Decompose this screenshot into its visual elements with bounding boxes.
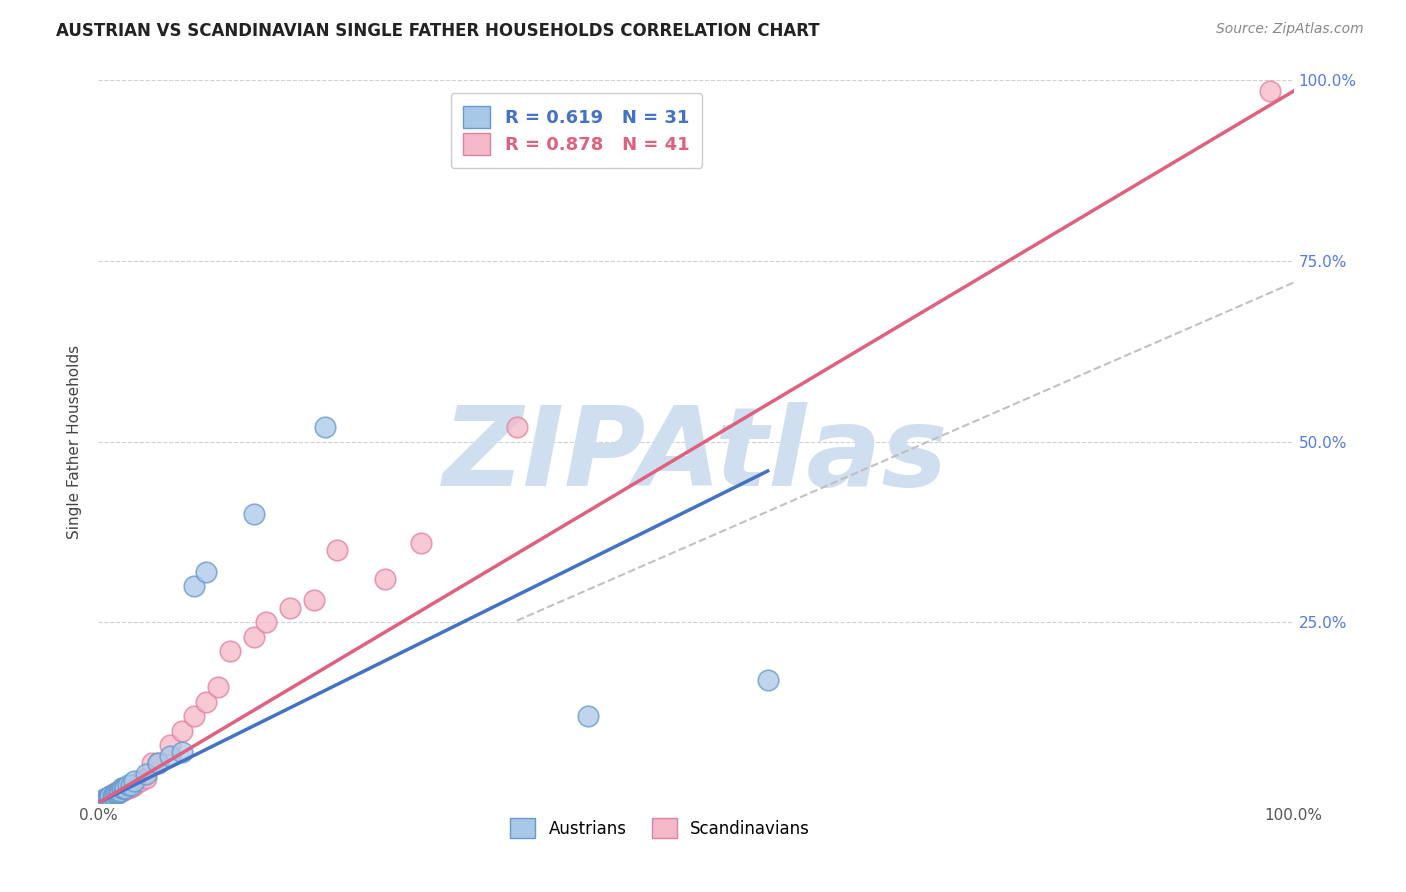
Point bbox=[98, 790, 122, 805]
Point bbox=[120, 780, 142, 794]
Text: ZIPAtlas: ZIPAtlas bbox=[443, 402, 949, 509]
Point bbox=[105, 787, 128, 801]
Point bbox=[506, 420, 529, 434]
Point bbox=[91, 794, 114, 808]
Point bbox=[112, 781, 135, 796]
Text: Source: ZipAtlas.com: Source: ZipAtlas.com bbox=[1216, 22, 1364, 37]
Point bbox=[107, 785, 129, 799]
Point bbox=[93, 793, 115, 807]
Point bbox=[159, 748, 181, 763]
Point bbox=[315, 420, 337, 434]
Legend: Austrians, Scandinavians: Austrians, Scandinavians bbox=[503, 812, 817, 845]
Point bbox=[124, 774, 146, 789]
Point bbox=[93, 792, 115, 806]
Point bbox=[104, 786, 127, 800]
Point bbox=[101, 788, 124, 802]
Point bbox=[756, 673, 779, 687]
Point bbox=[148, 756, 170, 770]
Point bbox=[141, 756, 163, 770]
Point bbox=[107, 784, 129, 798]
Point bbox=[94, 792, 117, 806]
Point bbox=[103, 787, 125, 801]
Point bbox=[183, 579, 205, 593]
Point bbox=[578, 709, 600, 723]
Point bbox=[96, 791, 118, 805]
Point bbox=[98, 789, 122, 804]
Point bbox=[207, 680, 229, 694]
Point bbox=[159, 738, 181, 752]
Point bbox=[117, 778, 139, 792]
Point bbox=[101, 789, 124, 803]
Point bbox=[111, 783, 134, 797]
Point bbox=[148, 756, 170, 770]
Point bbox=[98, 789, 122, 804]
Text: AUSTRIAN VS SCANDINAVIAN SINGLE FATHER HOUSEHOLDS CORRELATION CHART: AUSTRIAN VS SCANDINAVIAN SINGLE FATHER H… bbox=[56, 22, 820, 40]
Point bbox=[105, 786, 128, 800]
Point bbox=[195, 695, 218, 709]
Point bbox=[111, 781, 134, 796]
Point bbox=[100, 789, 122, 803]
Point bbox=[97, 790, 120, 805]
Point bbox=[278, 600, 301, 615]
Point bbox=[1258, 84, 1281, 98]
Point bbox=[326, 542, 349, 557]
Point bbox=[374, 572, 396, 586]
Point bbox=[411, 535, 433, 549]
Point bbox=[96, 791, 118, 805]
Point bbox=[302, 593, 325, 607]
Point bbox=[98, 789, 122, 803]
Point bbox=[254, 615, 277, 630]
Point bbox=[98, 790, 121, 805]
Point bbox=[105, 786, 128, 800]
Point bbox=[243, 630, 266, 644]
Point bbox=[183, 709, 205, 723]
Point bbox=[195, 565, 218, 579]
Point bbox=[135, 771, 157, 785]
Point bbox=[124, 778, 146, 792]
Y-axis label: Single Father Households: Single Father Households bbox=[67, 344, 83, 539]
Point bbox=[117, 781, 139, 796]
Point bbox=[114, 781, 136, 796]
Point bbox=[243, 507, 266, 521]
Point bbox=[114, 782, 136, 797]
Point bbox=[103, 788, 125, 802]
Point bbox=[111, 781, 134, 796]
Point bbox=[98, 790, 122, 805]
Point bbox=[98, 790, 121, 805]
Point bbox=[129, 774, 152, 789]
Point bbox=[219, 644, 242, 658]
Point bbox=[108, 784, 131, 798]
Point bbox=[111, 782, 134, 797]
Point bbox=[108, 784, 131, 798]
Point bbox=[120, 778, 142, 792]
Point bbox=[107, 785, 129, 799]
Point bbox=[97, 790, 120, 805]
Point bbox=[107, 786, 129, 800]
Point bbox=[172, 723, 194, 738]
Point bbox=[135, 767, 157, 781]
Point bbox=[172, 745, 194, 759]
